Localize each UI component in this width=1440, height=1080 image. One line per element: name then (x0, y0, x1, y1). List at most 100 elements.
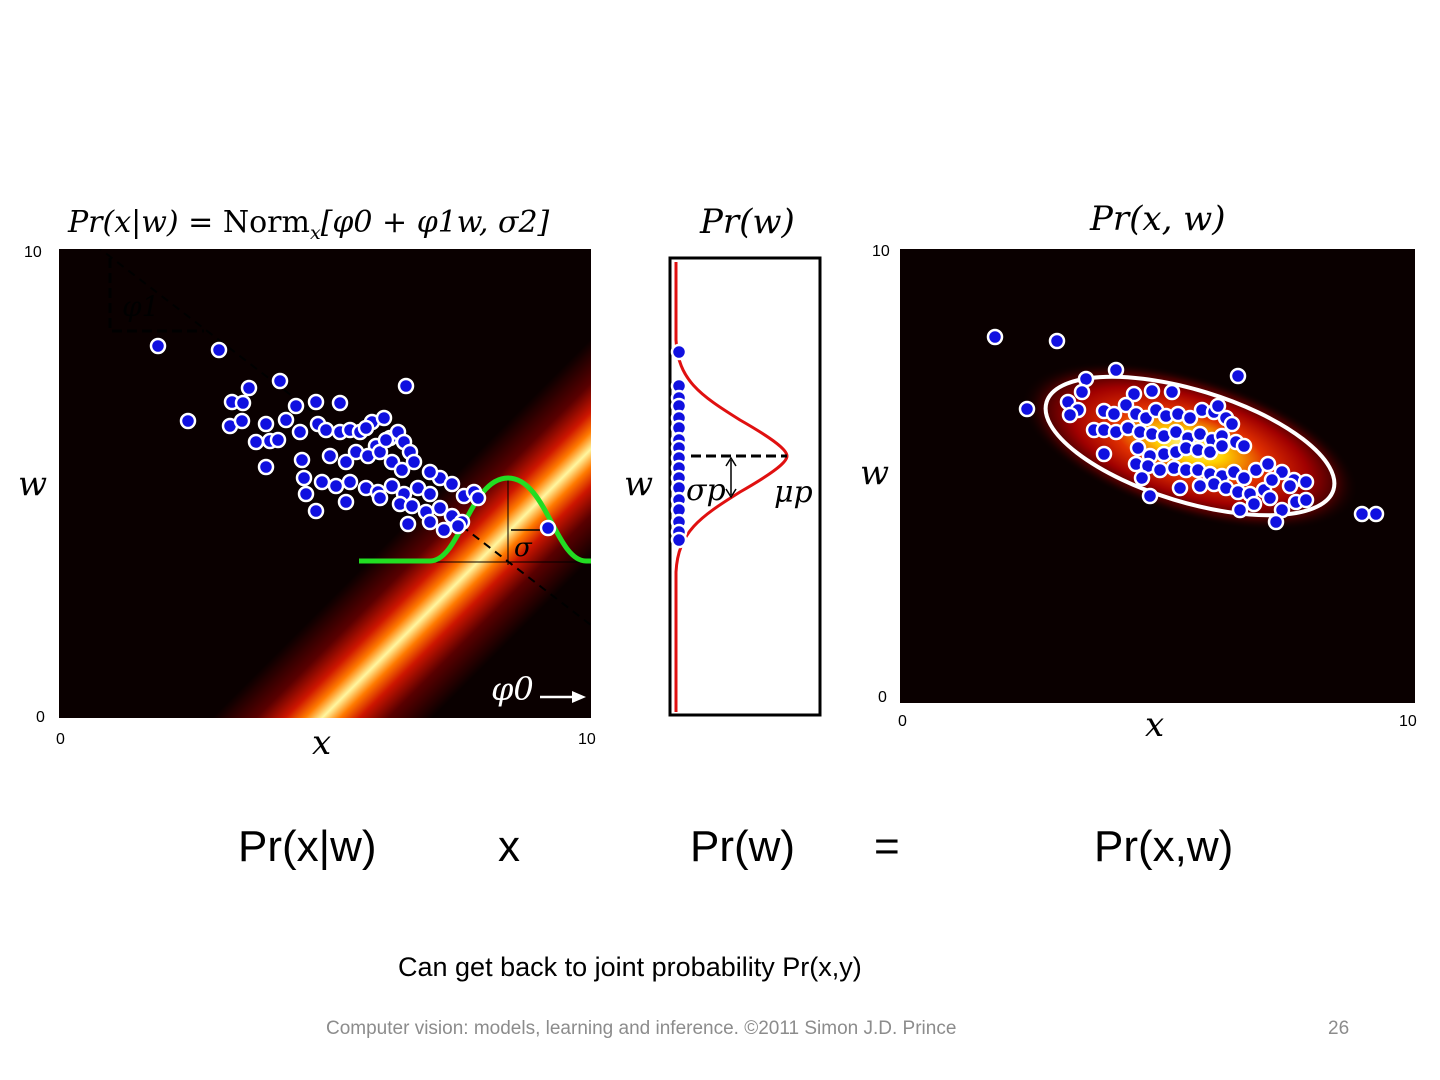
data-point (337, 493, 355, 511)
data-point (405, 453, 423, 471)
data-point (393, 461, 411, 479)
data-point (986, 328, 1004, 346)
data-point (1235, 469, 1253, 487)
data-point (383, 477, 401, 495)
data-point (1141, 487, 1159, 505)
data-point (313, 473, 331, 491)
equation-equals: = (874, 822, 900, 871)
joint-ellipse (1043, 374, 1337, 518)
data-point (247, 433, 265, 451)
data-point (1129, 439, 1147, 457)
prior-points (670, 343, 688, 549)
sigma-label: σ (514, 533, 533, 563)
data-point (1263, 471, 1281, 489)
data-point (240, 379, 258, 397)
data-point (307, 502, 325, 520)
data-point (295, 469, 313, 487)
data-point (233, 412, 251, 430)
data-point (1297, 491, 1315, 509)
data-point (1018, 400, 1036, 418)
data-point (421, 485, 439, 503)
joint-ytick-max: 10 (872, 243, 890, 260)
data-point (1353, 505, 1371, 523)
data-point (1209, 397, 1227, 415)
data-point (1297, 473, 1315, 491)
data-point (1267, 513, 1285, 531)
data-point (1073, 383, 1091, 401)
data-point (435, 521, 453, 539)
data-point (1048, 332, 1066, 350)
data-point (443, 475, 461, 493)
data-point (297, 485, 315, 503)
likelihood-title: Pr(x|w) = Normx[φ0 + φ1w, σ2] (67, 205, 550, 244)
data-point (357, 419, 375, 437)
page-number: 26 (1328, 1018, 1350, 1039)
phi0-arrow (572, 691, 586, 703)
likelihood-ylabel: w (18, 464, 47, 504)
data-point (1125, 385, 1143, 403)
likelihood-ytick-max: 10 (24, 244, 42, 261)
prior-ylabel: w (624, 464, 653, 504)
joint-xtick-max: 10 (1399, 713, 1417, 730)
data-point (449, 517, 467, 535)
data-point (1107, 361, 1125, 379)
data-point (1105, 405, 1123, 423)
data-point (257, 458, 275, 476)
data-point (1235, 437, 1253, 455)
phi1-triangle (108, 258, 204, 333)
data-point (1231, 501, 1249, 519)
data-point (269, 431, 287, 449)
likelihood-xtick-max: 10 (578, 731, 596, 748)
data-point (1213, 437, 1231, 455)
data-point (210, 341, 228, 359)
data-point (1259, 455, 1277, 473)
data-point (1367, 505, 1385, 523)
data-point (331, 394, 349, 412)
joint-xlabel: x (1145, 705, 1164, 745)
sigma-p-arrow (725, 488, 737, 499)
sigma-p-label: σp (686, 473, 726, 508)
joint-ylabel: w (860, 453, 889, 493)
likelihood-panel: Pr(x|w) = Normx[φ0 + φ1w, σ2] φ1 σ φ0 10… (18, 205, 596, 763)
data-point (670, 343, 688, 361)
equation-term-joint: Pr(x,w) (1094, 822, 1234, 871)
data-point (1133, 469, 1151, 487)
data-point (421, 463, 439, 481)
joint-panel: Pr(x, w) 10 0 0 10 x w (860, 199, 1417, 745)
data-point (1061, 406, 1079, 424)
data-point (277, 411, 295, 429)
data-point (469, 489, 487, 507)
phi1-label: φ1 (122, 290, 159, 323)
data-point (1261, 489, 1279, 507)
data-point (317, 421, 335, 439)
joint-ytick-min: 0 (878, 689, 887, 706)
data-point (234, 394, 252, 412)
data-point (431, 499, 449, 517)
data-point (291, 423, 309, 441)
data-point (1143, 382, 1161, 400)
data-point (377, 431, 395, 449)
data-point (271, 372, 289, 390)
mu-p-label: μp (774, 475, 813, 510)
data-point (337, 453, 355, 471)
data-point (670, 531, 688, 549)
equation-term-likelihood: Pr(x|w) (238, 822, 377, 871)
data-point (421, 513, 439, 531)
data-point (399, 515, 417, 533)
data-point (307, 393, 325, 411)
data-point (1281, 477, 1299, 495)
data-point (1151, 461, 1169, 479)
likelihood-xtick-min: 0 (56, 731, 65, 748)
prior-panel: Pr(w) σp μp w (624, 202, 822, 717)
data-point (321, 447, 339, 465)
data-point (293, 451, 311, 469)
data-point (179, 412, 197, 430)
figure: Pr(x|w) = Normx[φ0 + φ1w, σ2] φ1 σ φ0 10… (18, 199, 1417, 763)
joint-xtick-min: 0 (898, 713, 907, 730)
equation-times: x (498, 822, 520, 871)
prior-frame (668, 256, 822, 717)
data-point (1117, 396, 1135, 414)
likelihood-ytick-min: 0 (36, 709, 45, 726)
data-point (327, 477, 345, 495)
data-point (397, 377, 415, 395)
